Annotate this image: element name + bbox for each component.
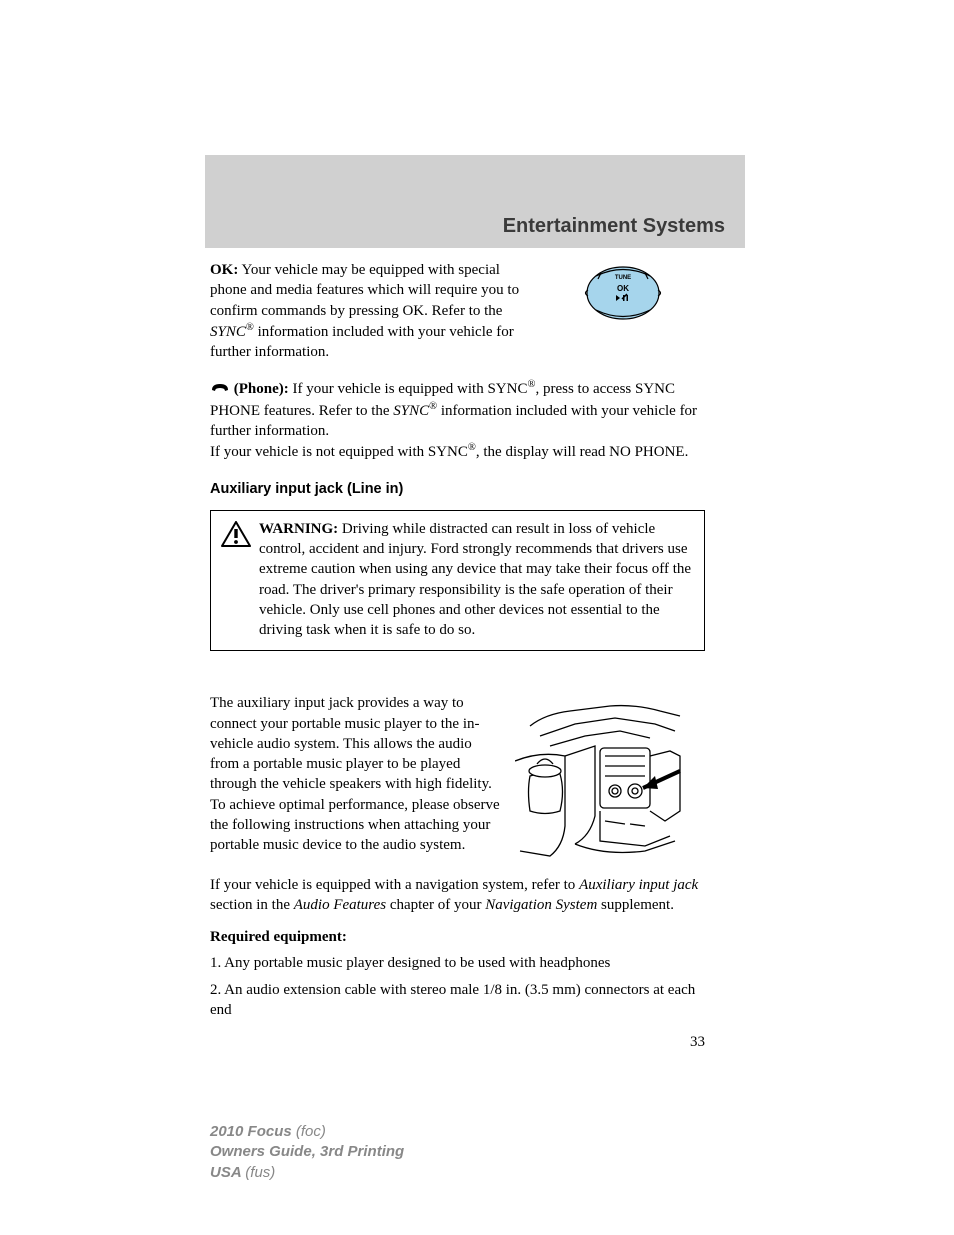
footer-line2: Owners Guide, 3rd Printing [210,1142,404,1162]
svg-text:OK: OK [617,284,629,293]
ok-label: OK: [210,262,238,278]
warning-box: WARNING: Driving while distracted can re… [210,510,705,652]
nav-reference: If your vehicle is equipped with a navig… [210,875,705,916]
phone-sync: SYNC [393,403,429,419]
required-item-1: 1. Any portable music player designed to… [210,953,705,973]
nav-i3: Navigation System [485,897,597,913]
nav-p3: chapter of your [386,897,485,913]
phone-l2a: If your vehicle is not equipped with SYN… [210,444,468,460]
nav-i2: Audio Features [294,897,386,913]
nav-i1: Auxiliary input jack [579,877,698,893]
required-heading: Required equipment: [210,927,705,947]
header-bar: Entertainment Systems [205,155,745,248]
ok-body2: information included with your vehicle f… [210,324,514,360]
ok-sync: SYNC [210,324,246,340]
page-content: OK: Your vehicle may be equipped with sp… [210,260,705,1052]
warning-content: WARNING: Driving while distracted can re… [221,519,694,641]
warning-text: WARNING: Driving while distracted can re… [259,519,694,641]
footer-line3: USA (fus) [210,1163,404,1183]
warning-icon [221,521,251,553]
aux-jack-text: The auxiliary input jack provides a way … [210,693,515,870]
section-title: Entertainment Systems [503,213,725,240]
footer-code1: (foc) [296,1123,326,1140]
aux-jack-section: The auxiliary input jack provides a way … [210,693,705,870]
footer: 2010 Focus (foc) Owners Guide, 3rd Print… [210,1122,404,1183]
footer-model: 2010 Focus [210,1123,296,1140]
ok-body1: Your vehicle may be equipped with specia… [210,262,519,319]
console-illustration-icon [515,696,700,864]
page-number: 33 [210,1032,705,1052]
aux-jack-figure [515,693,705,870]
aux-heading: Auxiliary input jack (Line in) [210,480,705,500]
ok-reg: ® [246,322,254,333]
nav-p2: section in the [210,897,294,913]
footer-code2: (fus) [245,1164,275,1181]
tune-knob-icon: TUNE OK [584,265,662,321]
warning-label: WARNING: [259,521,338,537]
phone-icon [210,382,230,394]
footer-region: USA [210,1164,245,1181]
nav-p4: supplement. [597,897,674,913]
required-item-2: 2. An audio extension cable with stereo … [210,980,705,1021]
phone-reg2: ® [429,401,437,412]
phone-l2b: , the display will read NO PHONE. [476,444,688,460]
tune-knob-figure: TUNE OK [540,260,705,362]
phone-t1: If your vehicle is equipped with SYNC [289,381,528,397]
warning-body: Driving while distracted can result in l… [259,521,691,638]
phone-label: (Phone): [234,381,289,397]
footer-line1: 2010 Focus (foc) [210,1122,404,1142]
ok-section: OK: Your vehicle may be equipped with sp… [210,260,705,362]
nav-p1: If your vehicle is equipped with a navig… [210,877,579,893]
phone-reg3: ® [468,442,476,453]
svg-text:TUNE: TUNE [614,275,630,281]
phone-section: (Phone): If your vehicle is equipped wit… [210,378,705,462]
ok-text: OK: Your vehicle may be equipped with sp… [210,260,540,362]
